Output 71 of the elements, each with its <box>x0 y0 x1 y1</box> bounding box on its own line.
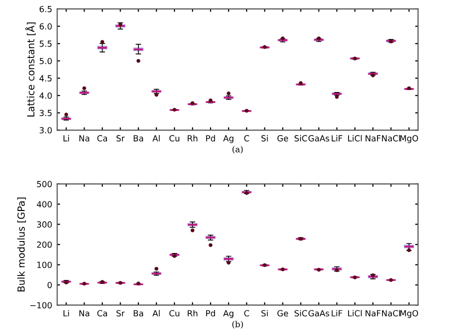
x-tick-label: Ba <box>134 135 144 142</box>
y-tick-label: 3.0 <box>40 127 52 134</box>
y-tick-label: 200 <box>37 242 52 248</box>
x-tick-label: NaCl <box>382 135 400 142</box>
point <box>208 98 212 102</box>
point <box>100 40 104 44</box>
x-tick-label: Rh <box>188 135 198 142</box>
x-tick-label: Cu <box>169 310 180 316</box>
x-tick-label: Ca <box>97 310 108 316</box>
y-tick-label: 400 <box>36 201 52 208</box>
x-tick-label: NaCl <box>382 310 400 316</box>
x-tick-label: C <box>244 135 250 142</box>
text: (b) <box>232 320 243 328</box>
point <box>226 260 230 265</box>
point <box>136 59 140 63</box>
y-tick-label: 300 <box>37 221 52 228</box>
x-tick-label: Al <box>152 310 160 316</box>
y-tick-label: 500 <box>37 180 52 188</box>
point <box>190 228 194 232</box>
x-tick-label: SiC <box>294 135 308 142</box>
x-tick-label: Pd <box>206 135 215 142</box>
x-tick-label: NaF <box>366 310 381 316</box>
x-tick-label: GaAs <box>308 310 330 316</box>
x-tick-label: Ag <box>223 310 234 318</box>
x-tick-label: Pd <box>206 310 215 316</box>
x-tick-label: Li <box>64 135 69 142</box>
point <box>82 86 86 90</box>
y-axis-title: Bulk modulus [GPa] <box>17 198 26 292</box>
x-tick-label: MgO <box>400 135 418 144</box>
x-tick-label: Cu <box>169 135 180 142</box>
x-tick-label: LiCl <box>348 310 362 316</box>
y-tick-label: 5.5 <box>40 40 52 47</box>
x-tick-label: Ag <box>223 135 234 144</box>
x-tick-label: LiCl <box>348 135 362 142</box>
y-tick-label: 0 <box>48 282 52 288</box>
x-tick-label: Ge <box>277 310 288 316</box>
y-tick-label: 5.0 <box>40 58 52 64</box>
point <box>208 243 212 248</box>
x-tick-label: GaAs <box>308 135 330 142</box>
x-tick-label: Sr <box>116 135 125 142</box>
x-tick-label: LiF <box>332 310 342 316</box>
point <box>64 112 68 116</box>
text: (a) <box>232 146 243 154</box>
x-tick-label: SiC <box>294 310 308 316</box>
x-tick-label: NaF <box>366 135 381 142</box>
x-tick-label: Ba <box>134 310 144 316</box>
x-tick-label: Ge <box>277 135 288 142</box>
x-tick-label: Na <box>79 135 90 142</box>
y-tick-label: 100 <box>37 262 52 268</box>
x-tick-label: MgO <box>400 310 418 318</box>
x-tick-label: Li <box>64 310 69 316</box>
y-tick-label: 6.0 <box>40 23 52 30</box>
y-tick-label: 4.5 <box>39 75 52 82</box>
y-axis-title: Lattice constant [Å] <box>25 22 36 116</box>
x-tick-label: Si <box>261 310 268 316</box>
x-tick-label: Rh <box>188 310 198 316</box>
x-tick-label: Ca <box>97 135 108 142</box>
x-tick-label: Al <box>152 135 160 142</box>
y-tick-label: 6.5 <box>40 6 52 12</box>
x-tick-label: Si <box>261 135 268 142</box>
x-tick-label: LiF <box>332 135 342 142</box>
point <box>334 95 339 99</box>
y-tick-label: 3.5 <box>40 110 52 116</box>
x-tick-label: Sr <box>116 310 125 316</box>
point <box>226 92 230 96</box>
point <box>154 92 158 97</box>
y-tick-label: −100 <box>30 302 52 308</box>
point <box>154 266 158 271</box>
x-tick-label: Na <box>79 310 90 316</box>
x-tick-label: C <box>244 310 250 316</box>
y-tick-label: 4.0 <box>39 92 52 99</box>
